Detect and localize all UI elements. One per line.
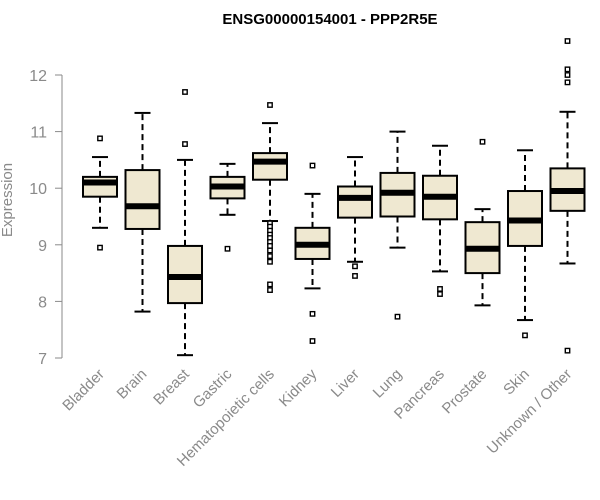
box-unknown-other <box>549 38 586 354</box>
outlier-point <box>309 162 316 169</box>
outlier-point <box>182 141 188 147</box>
outlier-point <box>267 102 273 108</box>
outlier-point <box>267 258 273 265</box>
box-skin <box>507 149 543 339</box>
outlier-point <box>97 135 103 142</box>
outlier-point <box>394 313 401 320</box>
outlier-point <box>267 281 273 288</box>
x-tick-label: Bladder <box>59 366 108 415</box>
outlier-point <box>564 72 571 78</box>
box-liver <box>337 156 373 279</box>
outlier-point <box>267 243 273 249</box>
box-bladder <box>82 135 118 251</box>
y-axis-ticks: 7 8 9 10 11 12 <box>29 68 62 368</box>
outlier-point <box>267 287 273 293</box>
x-tick-label: Kidney <box>276 365 321 410</box>
x-tick-label: Lung <box>370 366 406 402</box>
outlier-point <box>267 247 273 254</box>
box-gastric <box>209 162 246 252</box>
outlier-point <box>97 244 103 251</box>
box-series <box>82 38 586 357</box>
outlier-point <box>267 253 273 260</box>
box-kidney <box>294 162 331 344</box>
x-tick-label: Breast <box>150 365 193 408</box>
box-iqr <box>124 169 161 230</box>
x-tick-label: Brain <box>114 366 151 403</box>
outlier-point <box>522 332 528 339</box>
box-hematopoietic-cells <box>252 102 288 293</box>
box-iqr <box>337 185 373 219</box>
y-tick-label: 7 <box>38 351 47 368</box>
outlier-point <box>437 291 443 297</box>
outlier-point <box>479 138 486 145</box>
outlier-point <box>224 245 231 252</box>
y-tick-label: 8 <box>38 294 47 311</box>
x-tick-label: Skin <box>500 366 533 399</box>
y-tick-label: 10 <box>29 181 47 198</box>
outlier-point <box>352 263 358 270</box>
box-brain <box>124 111 161 313</box>
y-tick-label: 12 <box>29 68 47 85</box>
outlier-point <box>564 66 571 73</box>
box-pancreas <box>422 144 458 297</box>
outlier-point <box>564 38 571 44</box>
outlier-point <box>182 89 188 95</box>
box-lung <box>379 130 416 320</box>
y-tick-label: 9 <box>38 238 47 255</box>
outlier-point <box>309 310 316 317</box>
outlier-point <box>309 338 316 344</box>
outlier-point <box>564 347 571 354</box>
x-tick-label: Liver <box>328 366 363 401</box>
x-tick-label: Prostate <box>439 366 491 418</box>
box-prostate <box>464 138 501 307</box>
outlier-point <box>564 79 571 86</box>
chart-title: ENSG00000154001 - PPP2R5E <box>222 11 437 28</box>
box-iqr <box>252 152 288 181</box>
y-axis-label: Expression <box>0 163 16 237</box>
box-breast <box>167 89 203 357</box>
outlier-point <box>352 273 358 279</box>
y-tick-label: 11 <box>30 125 47 142</box>
outlier-point <box>437 286 443 292</box>
